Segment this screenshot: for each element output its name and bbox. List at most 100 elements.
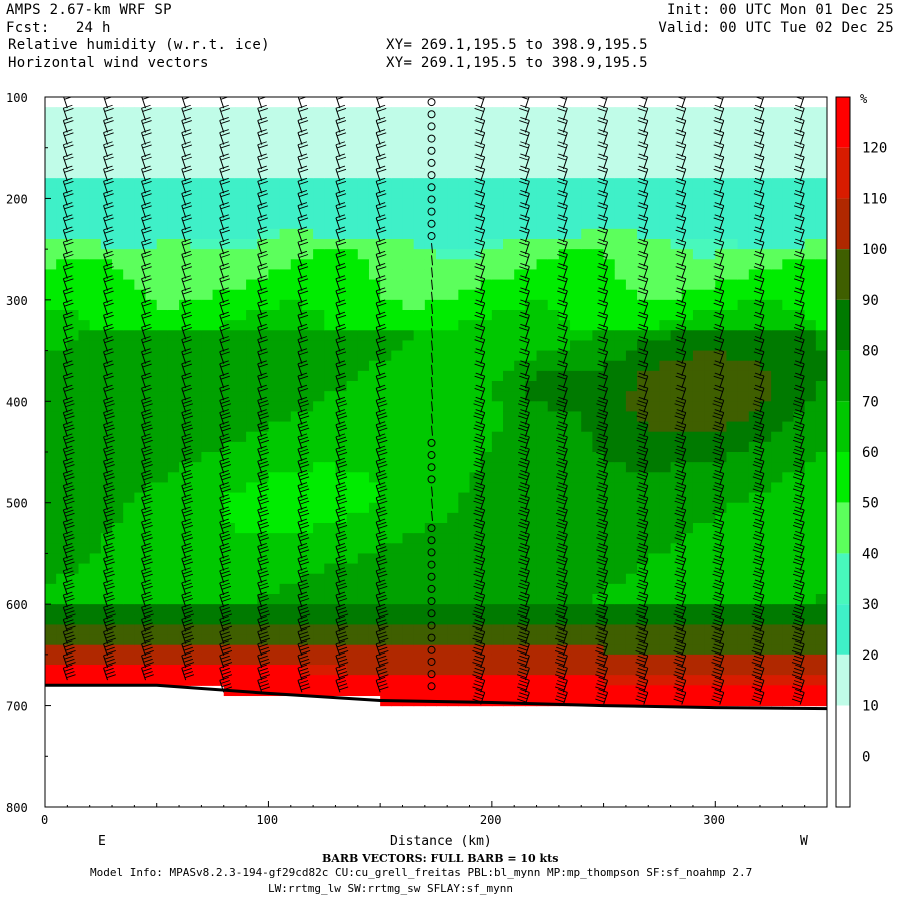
rh-cell <box>715 188 728 200</box>
barb <box>556 482 568 498</box>
rh-cell <box>167 391 180 402</box>
rh-cell <box>625 543 638 555</box>
rh-cell <box>313 492 325 504</box>
barb <box>474 129 486 145</box>
rh-cell <box>603 512 616 524</box>
rh-cell <box>726 665 739 676</box>
rh-cell <box>56 198 68 210</box>
rh-cell <box>257 553 270 565</box>
rh-cell <box>804 208 817 220</box>
rh-cell <box>67 512 80 524</box>
barb <box>62 384 74 401</box>
rh-cell <box>592 330 605 342</box>
barb <box>375 97 386 109</box>
barb <box>103 567 115 583</box>
rh-cell <box>570 695 582 707</box>
rh-cell <box>313 685 325 697</box>
rh-cell <box>782 431 795 443</box>
rh-cell <box>89 289 102 301</box>
rh-cell <box>391 614 404 626</box>
rh-cell <box>301 543 314 555</box>
rh-cell <box>156 330 169 342</box>
rh-cell <box>346 512 359 524</box>
rh-cell <box>368 370 381 382</box>
rh-cell <box>759 492 772 504</box>
rh-cell <box>279 137 292 149</box>
rh-cell <box>212 259 225 271</box>
rh-cell <box>78 553 91 565</box>
rh-cell <box>112 573 124 585</box>
rh-cell <box>759 228 772 240</box>
rh-cell <box>78 299 91 311</box>
rh-cell <box>782 228 795 240</box>
rh-cell <box>726 563 739 575</box>
rh-cell <box>246 330 258 342</box>
rh-cell <box>759 289 772 301</box>
barb <box>219 616 233 632</box>
rh-cell <box>771 441 783 453</box>
barb <box>713 384 725 401</box>
rh-cell <box>246 512 258 524</box>
rh-cell <box>123 512 135 524</box>
rh-cell <box>547 350 560 362</box>
rh-cell <box>547 675 560 686</box>
barb <box>62 311 74 328</box>
rh-cell <box>335 299 348 311</box>
rh-cell <box>100 654 113 666</box>
rh-cell <box>268 563 281 575</box>
rh-cell <box>156 370 169 382</box>
barb <box>752 506 765 523</box>
rh-cell <box>681 452 694 463</box>
rh-cell <box>637 289 649 301</box>
barb <box>637 129 649 145</box>
barb <box>219 190 230 206</box>
rh-cell <box>56 117 68 129</box>
rh-cell <box>123 675 135 686</box>
rh-cell <box>268 421 281 433</box>
rh-cell <box>625 563 638 575</box>
rh-cell <box>469 462 482 473</box>
rh-cell <box>704 401 716 413</box>
rh-cell <box>614 472 627 484</box>
rh-cell <box>335 330 348 342</box>
rh-cell <box>603 441 616 453</box>
rh-cell <box>681 381 694 392</box>
rh-cell <box>726 249 739 260</box>
rh-cell <box>324 279 337 291</box>
rh-cell <box>391 462 404 473</box>
rh-cell <box>692 401 705 413</box>
rh-cell <box>737 218 750 230</box>
rh-cell <box>190 370 202 382</box>
rh-cell <box>514 107 526 118</box>
barb <box>636 518 649 535</box>
rh-cell <box>56 107 68 118</box>
rh-cell <box>737 370 750 382</box>
rh-cell <box>782 289 795 301</box>
rh-cell <box>346 208 359 220</box>
barb <box>595 664 609 681</box>
rh-cell <box>290 594 303 605</box>
rh-cell <box>715 685 728 697</box>
rh-cell <box>246 624 258 636</box>
rh-cell <box>793 289 806 301</box>
barb <box>62 640 76 656</box>
rh-cell <box>179 310 191 321</box>
rh-cell <box>346 289 359 301</box>
rh-cell <box>436 492 448 504</box>
rh-cell <box>681 401 694 413</box>
rh-cell <box>793 157 806 169</box>
rh-cell <box>692 644 705 656</box>
rh-cell <box>692 583 705 595</box>
rh-cell <box>614 675 627 686</box>
rh-cell <box>558 502 571 514</box>
rh-cell <box>190 299 202 311</box>
rh-cell <box>681 431 694 443</box>
barb <box>556 555 568 571</box>
rh-cell <box>436 421 448 433</box>
rh-cell <box>56 492 68 504</box>
rh-cell <box>815 502 827 514</box>
rh-cell <box>368 360 381 372</box>
barb <box>635 628 649 644</box>
rh-cell <box>368 381 381 392</box>
rh-cell <box>782 381 795 392</box>
